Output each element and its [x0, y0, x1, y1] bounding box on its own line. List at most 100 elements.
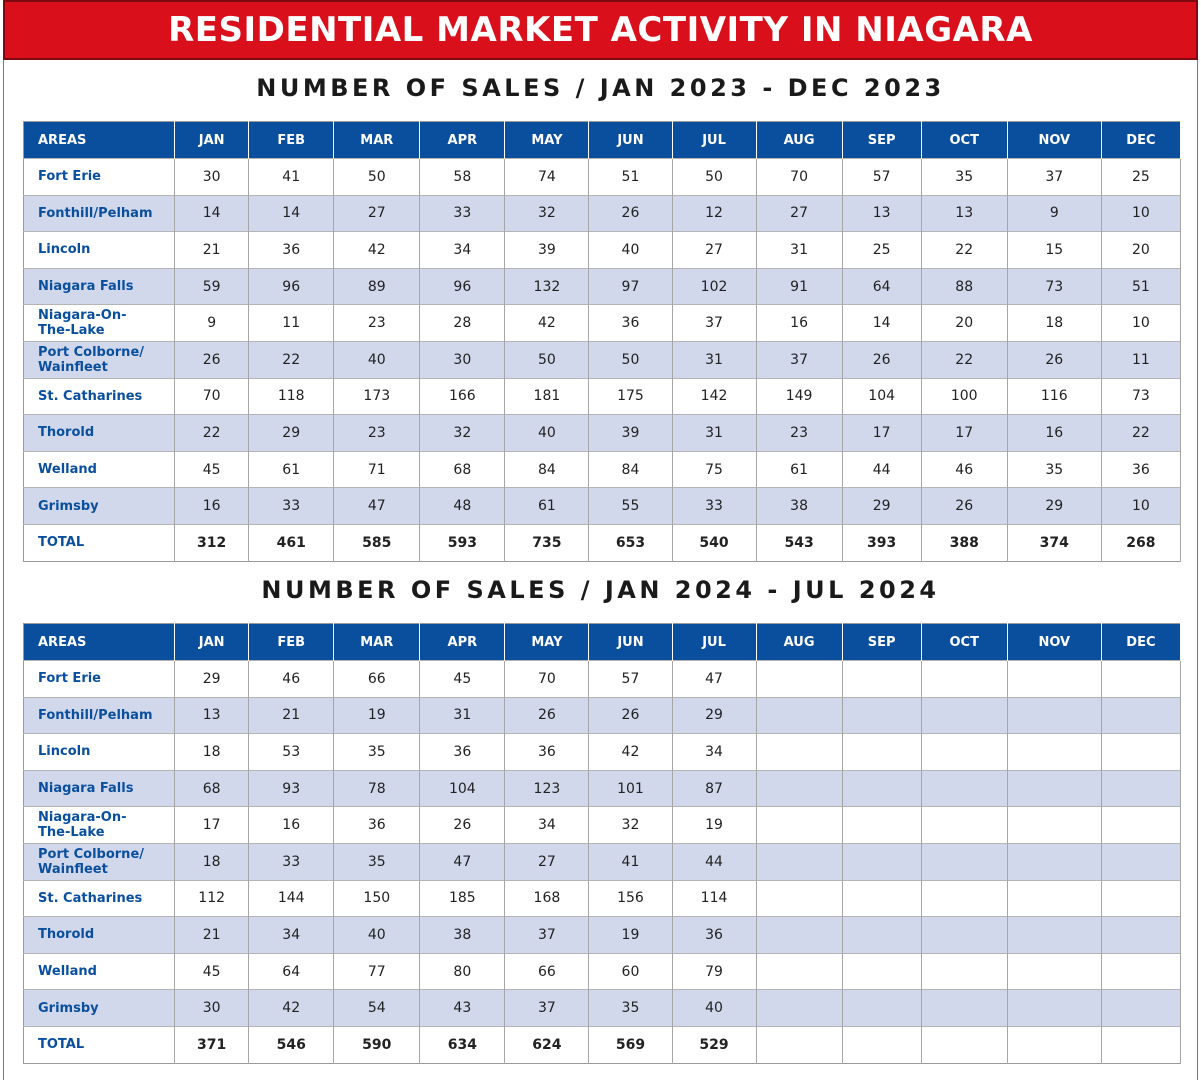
sales-cell: 22 — [1101, 414, 1182, 452]
column-header-aug: AUG — [756, 121, 843, 159]
sales-cell: 36 — [419, 733, 506, 771]
sales-table-2024: AREAS JAN FEB MAR APR MAY JUN JUL AUG SEP OCT NOV DE… — [23, 623, 1182, 1064]
sales-cell: 543 — [756, 523, 843, 562]
sales-cell — [1101, 916, 1182, 954]
sales-cell: 173 — [333, 377, 421, 415]
sales-cell: 78 — [333, 769, 421, 807]
sales-cell: 40 — [333, 916, 421, 954]
area-name: Port Colborne/ Wainfleet — [23, 842, 176, 881]
sales-cell: 268 — [1101, 523, 1182, 562]
sales-table-2023: AREAS JAN FEB MAR APR MAY JUN JUL AUG SEP OCT NOV DE… — [23, 121, 1182, 562]
sales-cell: 74 — [504, 158, 590, 196]
sales-cell — [1101, 952, 1182, 990]
sales-cell: 11 — [1101, 340, 1182, 379]
sales-cell: 20 — [1101, 231, 1182, 269]
column-header-apr: APR — [419, 121, 506, 159]
table-row: Niagara-On- The-Lake 9 11 23 28 42 36 37 16 14 20 1… — [23, 304, 1182, 342]
sales-cell: 42 — [588, 733, 673, 771]
column-header-jul: JUL — [672, 121, 757, 159]
area-name: Niagara Falls — [23, 267, 176, 305]
sales-cell: 40 — [504, 414, 590, 452]
sales-cell: 46 — [921, 450, 1008, 488]
sales-cell: 26 — [174, 340, 250, 379]
sales-cell: 150 — [333, 879, 421, 917]
sales-cell: 79 — [672, 952, 757, 990]
sales-cell — [1101, 696, 1182, 734]
column-header-sep: SEP — [842, 623, 922, 661]
sales-cell: 51 — [1101, 267, 1182, 305]
sales-cell: 36 — [588, 304, 673, 342]
column-header-jun: JUN — [588, 121, 673, 159]
sales-cell: 461 — [248, 523, 335, 562]
sales-cell: 96 — [248, 267, 335, 305]
table-row: Port Colborne/ Wainfleet 18 33 35 47 27 41 44 — [23, 842, 1182, 881]
sales-cell: 30 — [174, 158, 250, 196]
sales-cell: 22 — [248, 340, 335, 379]
sales-cell: 37 — [1007, 158, 1102, 196]
sales-cell: 23 — [333, 414, 421, 452]
sales-cell: 45 — [174, 952, 250, 990]
sales-cell — [842, 769, 922, 807]
sales-cell: 12 — [672, 194, 757, 232]
table-row: Niagara Falls 68 93 78 104 123 101 87 — [23, 769, 1182, 807]
sales-cell: 118 — [248, 377, 335, 415]
sales-cell: 123 — [504, 769, 590, 807]
title-banner: RESIDENTIAL MARKET ACTIVITY IN NIAGARA — [3, 0, 1198, 60]
sales-cell: 653 — [588, 523, 673, 562]
area-name: Niagara-On- The-Lake — [23, 806, 176, 844]
sales-cell: 529 — [672, 1025, 757, 1064]
sales-cell: 58 — [419, 158, 506, 196]
sales-cell: 45 — [174, 450, 250, 488]
sales-cell: 16 — [756, 304, 843, 342]
sales-cell: 50 — [333, 158, 421, 196]
sales-cell: 15 — [1007, 231, 1102, 269]
table-row: Grimsby 16 33 47 48 61 55 33 38 29 26 29 10 — [23, 487, 1182, 525]
sales-cell — [1007, 660, 1102, 698]
sales-cell: 21 — [248, 696, 335, 734]
sales-cell: 26 — [921, 487, 1008, 525]
area-name: Thorold — [23, 414, 176, 452]
sales-cell: 44 — [842, 450, 922, 488]
sales-cell: 735 — [504, 523, 590, 562]
column-header-areas: AREAS — [23, 623, 176, 661]
area-name: Welland — [23, 450, 176, 488]
table-row: Port Colborne/ Wainfleet 26 22 40 30 50 50 31 37… — [23, 340, 1182, 379]
sales-cell — [921, 916, 1008, 954]
sales-cell: 93 — [248, 769, 335, 807]
sales-cell — [1101, 806, 1182, 844]
sales-cell: 32 — [504, 194, 590, 232]
sales-cell: 175 — [588, 377, 673, 415]
sales-cell: 23 — [756, 414, 843, 452]
sales-cell: 29 — [1007, 487, 1102, 525]
sales-cell — [842, 952, 922, 990]
column-header-areas: AREAS — [23, 121, 176, 159]
sales-cell: 104 — [419, 769, 506, 807]
sales-cell: 37 — [756, 340, 843, 379]
sales-cell: 14 — [842, 304, 922, 342]
sales-cell: 10 — [1101, 194, 1182, 232]
column-header-oct: OCT — [921, 623, 1008, 661]
sales-cell: 70 — [174, 377, 250, 415]
sales-cell: 61 — [248, 450, 335, 488]
page-frame — [3, 0, 1198, 1080]
sales-cell: 31 — [672, 340, 757, 379]
sales-cell: 112 — [174, 879, 250, 917]
sales-cell: 27 — [756, 194, 843, 232]
table-row: Fonthill/Pelham 14 14 27 33 32 26 12 27 13 13 9 10 — [23, 194, 1182, 232]
sales-cell: 37 — [504, 916, 590, 954]
sales-cell: 10 — [1101, 487, 1182, 525]
sales-cell: 61 — [756, 450, 843, 488]
sales-cell: 47 — [419, 842, 506, 881]
sales-cell: 87 — [672, 769, 757, 807]
sales-cell: 34 — [672, 733, 757, 771]
column-header-jul: JUL — [672, 623, 757, 661]
sales-cell: 53 — [248, 733, 335, 771]
area-name: Niagara Falls — [23, 769, 176, 807]
sales-cell: 14 — [248, 194, 335, 232]
sales-cell — [1007, 952, 1102, 990]
area-name: Port Colborne/ Wainfleet — [23, 340, 176, 379]
sales-cell: 132 — [504, 267, 590, 305]
sales-cell: 32 — [419, 414, 506, 452]
sales-cell — [756, 1025, 843, 1064]
sales-cell: 35 — [588, 989, 673, 1027]
